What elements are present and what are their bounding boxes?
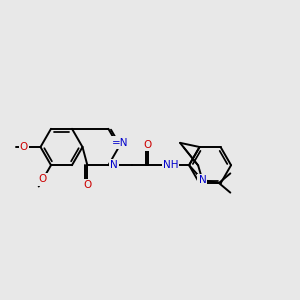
- Text: O: O: [144, 140, 152, 150]
- Text: NH: NH: [163, 160, 178, 170]
- Text: O: O: [39, 175, 47, 184]
- Text: N: N: [199, 175, 206, 185]
- Text: =N: =N: [112, 137, 128, 148]
- Text: O: O: [20, 142, 28, 152]
- Text: N: N: [110, 160, 118, 170]
- Text: O: O: [83, 180, 92, 190]
